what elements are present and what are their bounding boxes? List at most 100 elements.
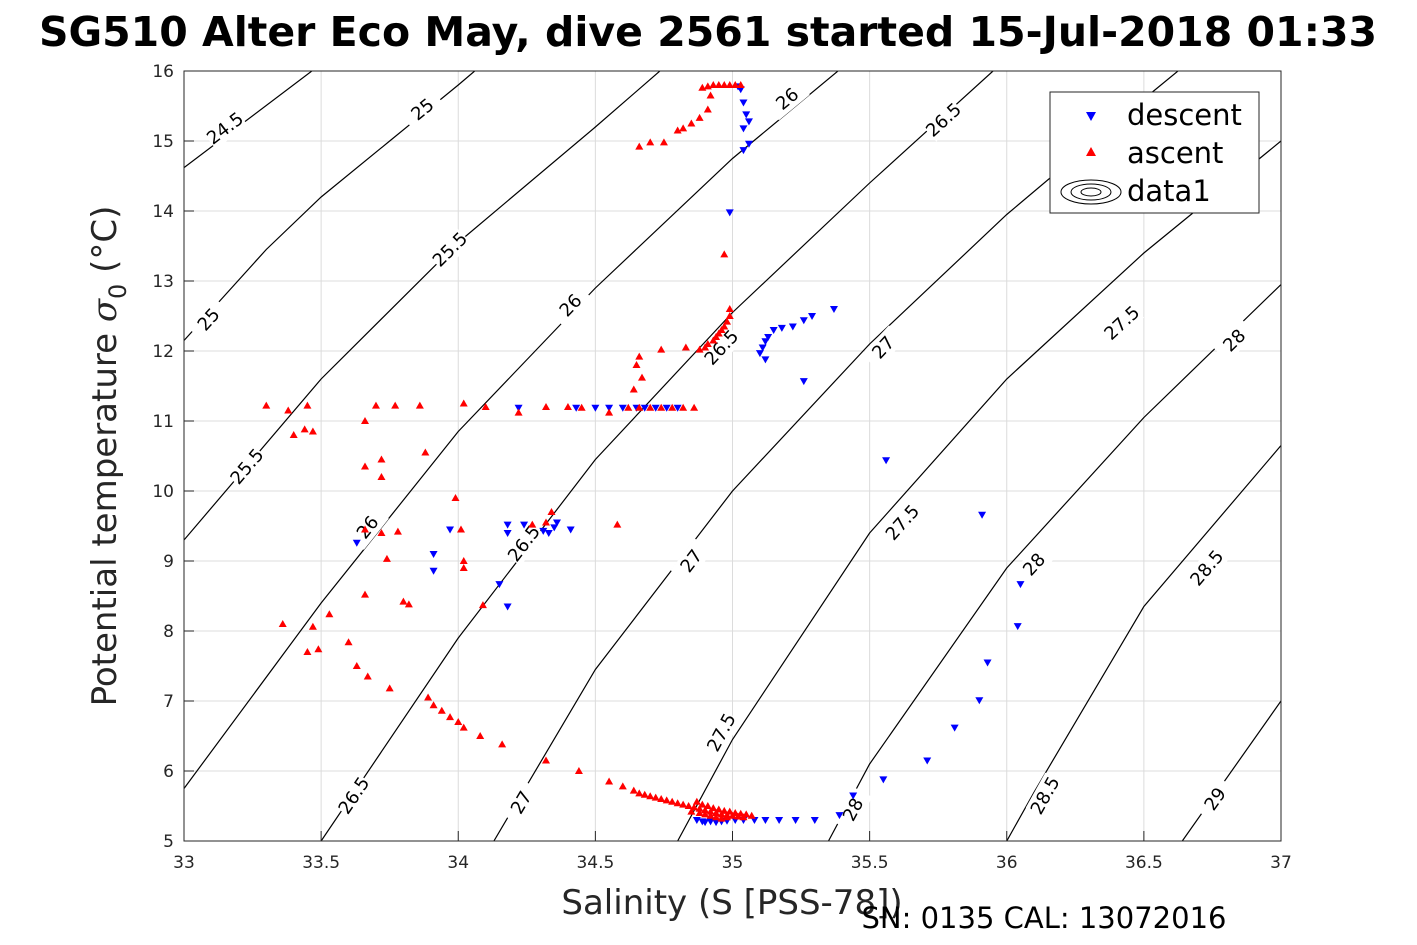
descent-point [429, 551, 438, 558]
ascent-point [361, 525, 370, 533]
ascent-point [714, 805, 723, 813]
descent-point [701, 819, 710, 827]
ascent-point [542, 518, 551, 526]
ascent-point [498, 740, 507, 748]
ascent-point [709, 804, 718, 812]
ascent-point [725, 312, 734, 319]
ascent-point [668, 797, 677, 805]
ascent-point [303, 648, 312, 655]
ascent-point [723, 317, 732, 325]
descent-point [978, 511, 987, 519]
ascent-point [629, 786, 638, 794]
descent-point [761, 356, 770, 364]
ascent-point [632, 361, 641, 368]
ascent-point [662, 796, 671, 804]
ascent-point [377, 529, 386, 536]
descent-point [744, 118, 753, 126]
ascent-point [528, 520, 537, 528]
ascent-point [451, 494, 460, 501]
contour-label-bg [699, 325, 744, 370]
descent-point [799, 317, 808, 325]
ascent-point [314, 645, 323, 653]
y-tick-label: 5 [163, 832, 174, 852]
contour-label-bg [921, 98, 966, 142]
legend-contour-icon [1060, 179, 1122, 205]
ascent-point [377, 473, 386, 480]
ascent-point [695, 113, 704, 121]
descent-point [882, 457, 891, 465]
ascent-point [399, 597, 408, 605]
footer-serial-calibration: SN: 0135 CAL: 13072016 [862, 901, 1227, 935]
descent-point [791, 817, 800, 824]
ascent-point [709, 81, 718, 88]
descent-point [739, 147, 748, 155]
descent-point [550, 524, 559, 532]
ascent-point [300, 425, 309, 433]
descent-point [503, 530, 512, 537]
descent-point [503, 521, 512, 529]
ascent-point [714, 81, 723, 88]
contour-label-bg [400, 88, 446, 131]
y-tick-label: 7 [163, 692, 174, 712]
contour-line-25 [184, 71, 476, 341]
ascent-point [361, 462, 370, 470]
contour-line-24.5 [184, 71, 313, 169]
ascent-point [651, 793, 660, 801]
ascent-point [446, 713, 455, 721]
descent-point [673, 404, 682, 412]
ascent-point [308, 427, 317, 435]
legend-ascent-marker [1086, 147, 1096, 156]
ascent-point [262, 401, 271, 409]
contour-label-bg [333, 772, 375, 819]
ascent-point [731, 81, 740, 88]
contour-label-bg [501, 779, 541, 826]
y-axis-ticks: 5 6 7 8 9 10 11 12 13 14 15 16 [152, 62, 194, 852]
descent-point [725, 209, 734, 217]
ascent-point [692, 797, 701, 805]
contour-label-bg [428, 227, 472, 272]
descent-point [640, 404, 649, 412]
ascent-point [393, 527, 402, 535]
ascent-point [703, 105, 712, 113]
y-tick-label: 16 [152, 62, 174, 82]
ascent-point [629, 385, 638, 393]
x-tick-label: 34 [447, 853, 469, 873]
ascent-point [709, 336, 718, 344]
ascent-point [701, 806, 710, 814]
ascent-point [542, 403, 551, 410]
descent-point [739, 99, 748, 107]
descent-point [777, 324, 786, 332]
descent-point [495, 581, 504, 589]
y-tick-label: 12 [152, 342, 174, 362]
descent-point [618, 404, 627, 412]
ascent-point [723, 813, 732, 821]
x-axis-ticks: 33 33.5 34 34.5 35 35.5 36 36.5 37 [173, 831, 1292, 873]
contour-label-bg [702, 709, 741, 756]
descent-point [591, 404, 600, 412]
ascent-point [659, 138, 668, 146]
ascent-point [385, 684, 394, 692]
ascent-point [624, 403, 633, 411]
descent-point [514, 404, 523, 412]
ascent-point [437, 706, 446, 714]
ascent-point [731, 809, 740, 816]
y-axis-label: Potential temperature σ0 (°C) [85, 206, 132, 707]
descent-point [775, 817, 784, 824]
descent-point [539, 527, 548, 535]
ascent-point [459, 557, 468, 564]
contour-label-bg [346, 504, 389, 550]
y-tick-label: 13 [152, 272, 174, 292]
legend-descent-marker [1086, 112, 1096, 121]
y-tick-label: 10 [152, 482, 174, 502]
ascent-point [284, 406, 293, 414]
ascent-point [459, 723, 468, 731]
descent-point [1016, 581, 1025, 589]
ascent-point [720, 81, 729, 88]
ascent-point [701, 810, 710, 818]
descent-point [1013, 623, 1022, 631]
ascent-point [703, 802, 712, 809]
descent-point [923, 757, 932, 765]
legend-ascent-label: ascent [1127, 136, 1223, 170]
ascent-point [613, 520, 622, 528]
descent-point [879, 776, 888, 784]
